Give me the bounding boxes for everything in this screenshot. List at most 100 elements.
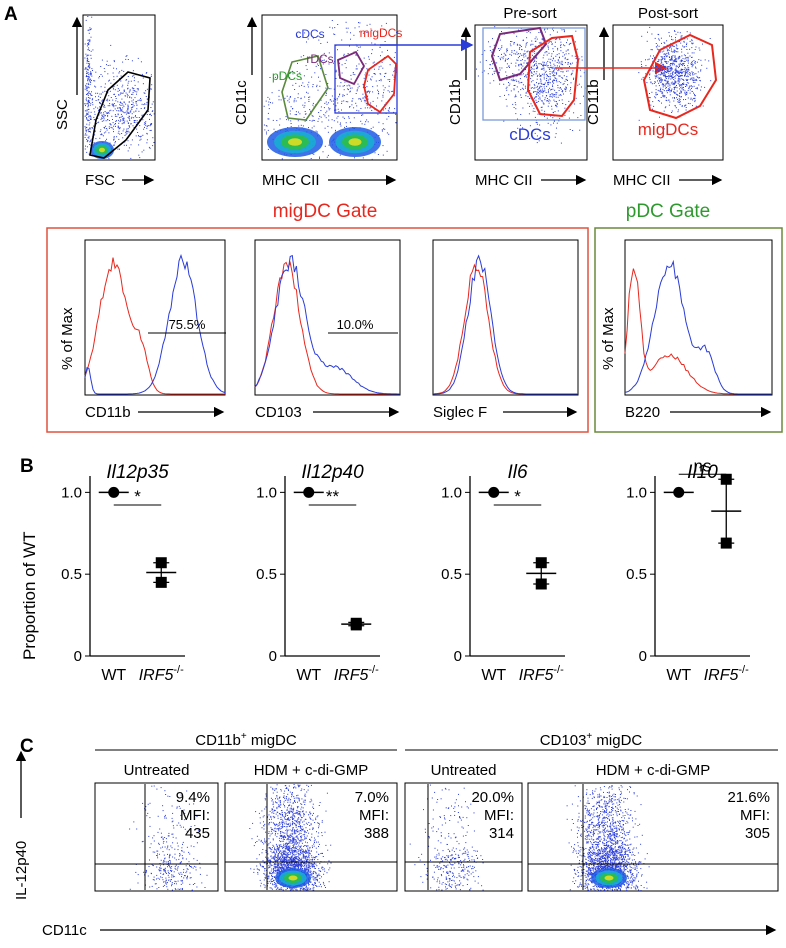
event-dot <box>664 58 666 60</box>
event-dot <box>278 858 280 860</box>
event-dot <box>681 75 683 77</box>
event-dot <box>536 135 538 137</box>
event-dot <box>285 847 287 849</box>
event-dot <box>146 127 148 129</box>
event-dot <box>88 87 90 89</box>
event-dot <box>343 95 345 97</box>
event-dot <box>667 81 669 83</box>
event-dot <box>546 75 548 77</box>
event-dot <box>663 50 665 52</box>
event-dot <box>292 864 294 865</box>
event-dot <box>561 68 563 70</box>
event-dot <box>171 874 173 876</box>
event-dot <box>649 26 651 28</box>
event-dot <box>696 87 698 89</box>
event-dot <box>313 887 315 889</box>
event-dot <box>562 71 564 73</box>
event-dot <box>560 50 562 52</box>
event-dot <box>157 850 159 852</box>
event-dot <box>159 878 161 880</box>
event-dot <box>661 57 663 59</box>
event-dot <box>88 120 90 121</box>
event-dot <box>88 29 90 31</box>
event-dot <box>688 82 690 84</box>
event-dot <box>298 857 300 859</box>
event-dot <box>654 81 656 83</box>
event-dot <box>297 120 299 122</box>
event-dot <box>388 85 390 87</box>
event-dot <box>120 105 122 106</box>
event-dot <box>98 121 100 123</box>
event-dot <box>655 73 657 75</box>
event-dot <box>314 868 316 869</box>
event-dot <box>122 122 124 124</box>
event-dot <box>682 63 684 65</box>
event-dot <box>695 88 697 89</box>
event-dot <box>539 78 541 80</box>
event-dot <box>146 98 148 100</box>
event-dot <box>113 106 115 108</box>
event-dot <box>678 79 680 81</box>
event-dot <box>491 60 492 62</box>
category: IRF5 <box>519 667 554 684</box>
event-dot <box>275 843 277 845</box>
event-dot <box>660 73 662 75</box>
event-dot <box>558 81 560 83</box>
event-dot <box>526 92 528 94</box>
event-dot <box>159 869 161 871</box>
event-dot <box>358 63 360 65</box>
event-dot <box>681 63 683 65</box>
event-dot <box>292 847 294 849</box>
event-dot <box>535 56 537 58</box>
event-dot <box>311 845 313 847</box>
event-dot <box>708 60 710 62</box>
event-dot <box>322 869 324 871</box>
event-dot <box>162 810 164 812</box>
event-dot <box>179 824 181 826</box>
event-dot <box>310 798 312 800</box>
event-dot <box>550 62 551 64</box>
event-dot <box>267 844 269 846</box>
x-label: CD11b <box>85 404 131 421</box>
event-dot <box>371 109 373 111</box>
event-dot <box>160 787 162 789</box>
event-dot <box>530 71 532 73</box>
event-dot <box>288 843 290 844</box>
event-dot <box>530 87 532 89</box>
event-dot <box>700 86 702 88</box>
event-dot <box>306 91 307 93</box>
event-dot <box>552 28 554 30</box>
y-tick-label: 1.0 <box>256 484 277 501</box>
event-dot <box>301 848 302 850</box>
event-dot <box>284 853 286 855</box>
event-dot <box>667 69 669 71</box>
event-dot <box>151 84 153 86</box>
event-dot <box>277 870 279 872</box>
event-dot <box>487 73 489 75</box>
event-dot <box>199 873 201 875</box>
event-dot <box>483 70 485 72</box>
event-dot <box>296 858 298 860</box>
event-dot <box>675 39 676 41</box>
event-dot <box>690 63 692 65</box>
event-dot <box>284 97 286 99</box>
event-dot <box>273 870 274 872</box>
event-dot <box>671 81 673 83</box>
event-dot <box>662 73 664 75</box>
event-dot <box>295 864 297 866</box>
event-dot <box>85 130 87 132</box>
event-dot <box>273 880 274 882</box>
event-dot <box>645 73 647 75</box>
event-dot <box>556 31 558 33</box>
event-dot <box>307 869 309 871</box>
event-dot <box>181 873 183 875</box>
event-dot <box>680 84 682 86</box>
event-dot <box>177 849 179 851</box>
event-dot <box>535 57 537 59</box>
event-dot <box>305 852 307 854</box>
event-dot <box>101 75 103 77</box>
event-dot <box>175 889 177 890</box>
event-dot <box>551 53 553 55</box>
event-dot <box>274 855 276 857</box>
event-dot <box>547 92 549 94</box>
